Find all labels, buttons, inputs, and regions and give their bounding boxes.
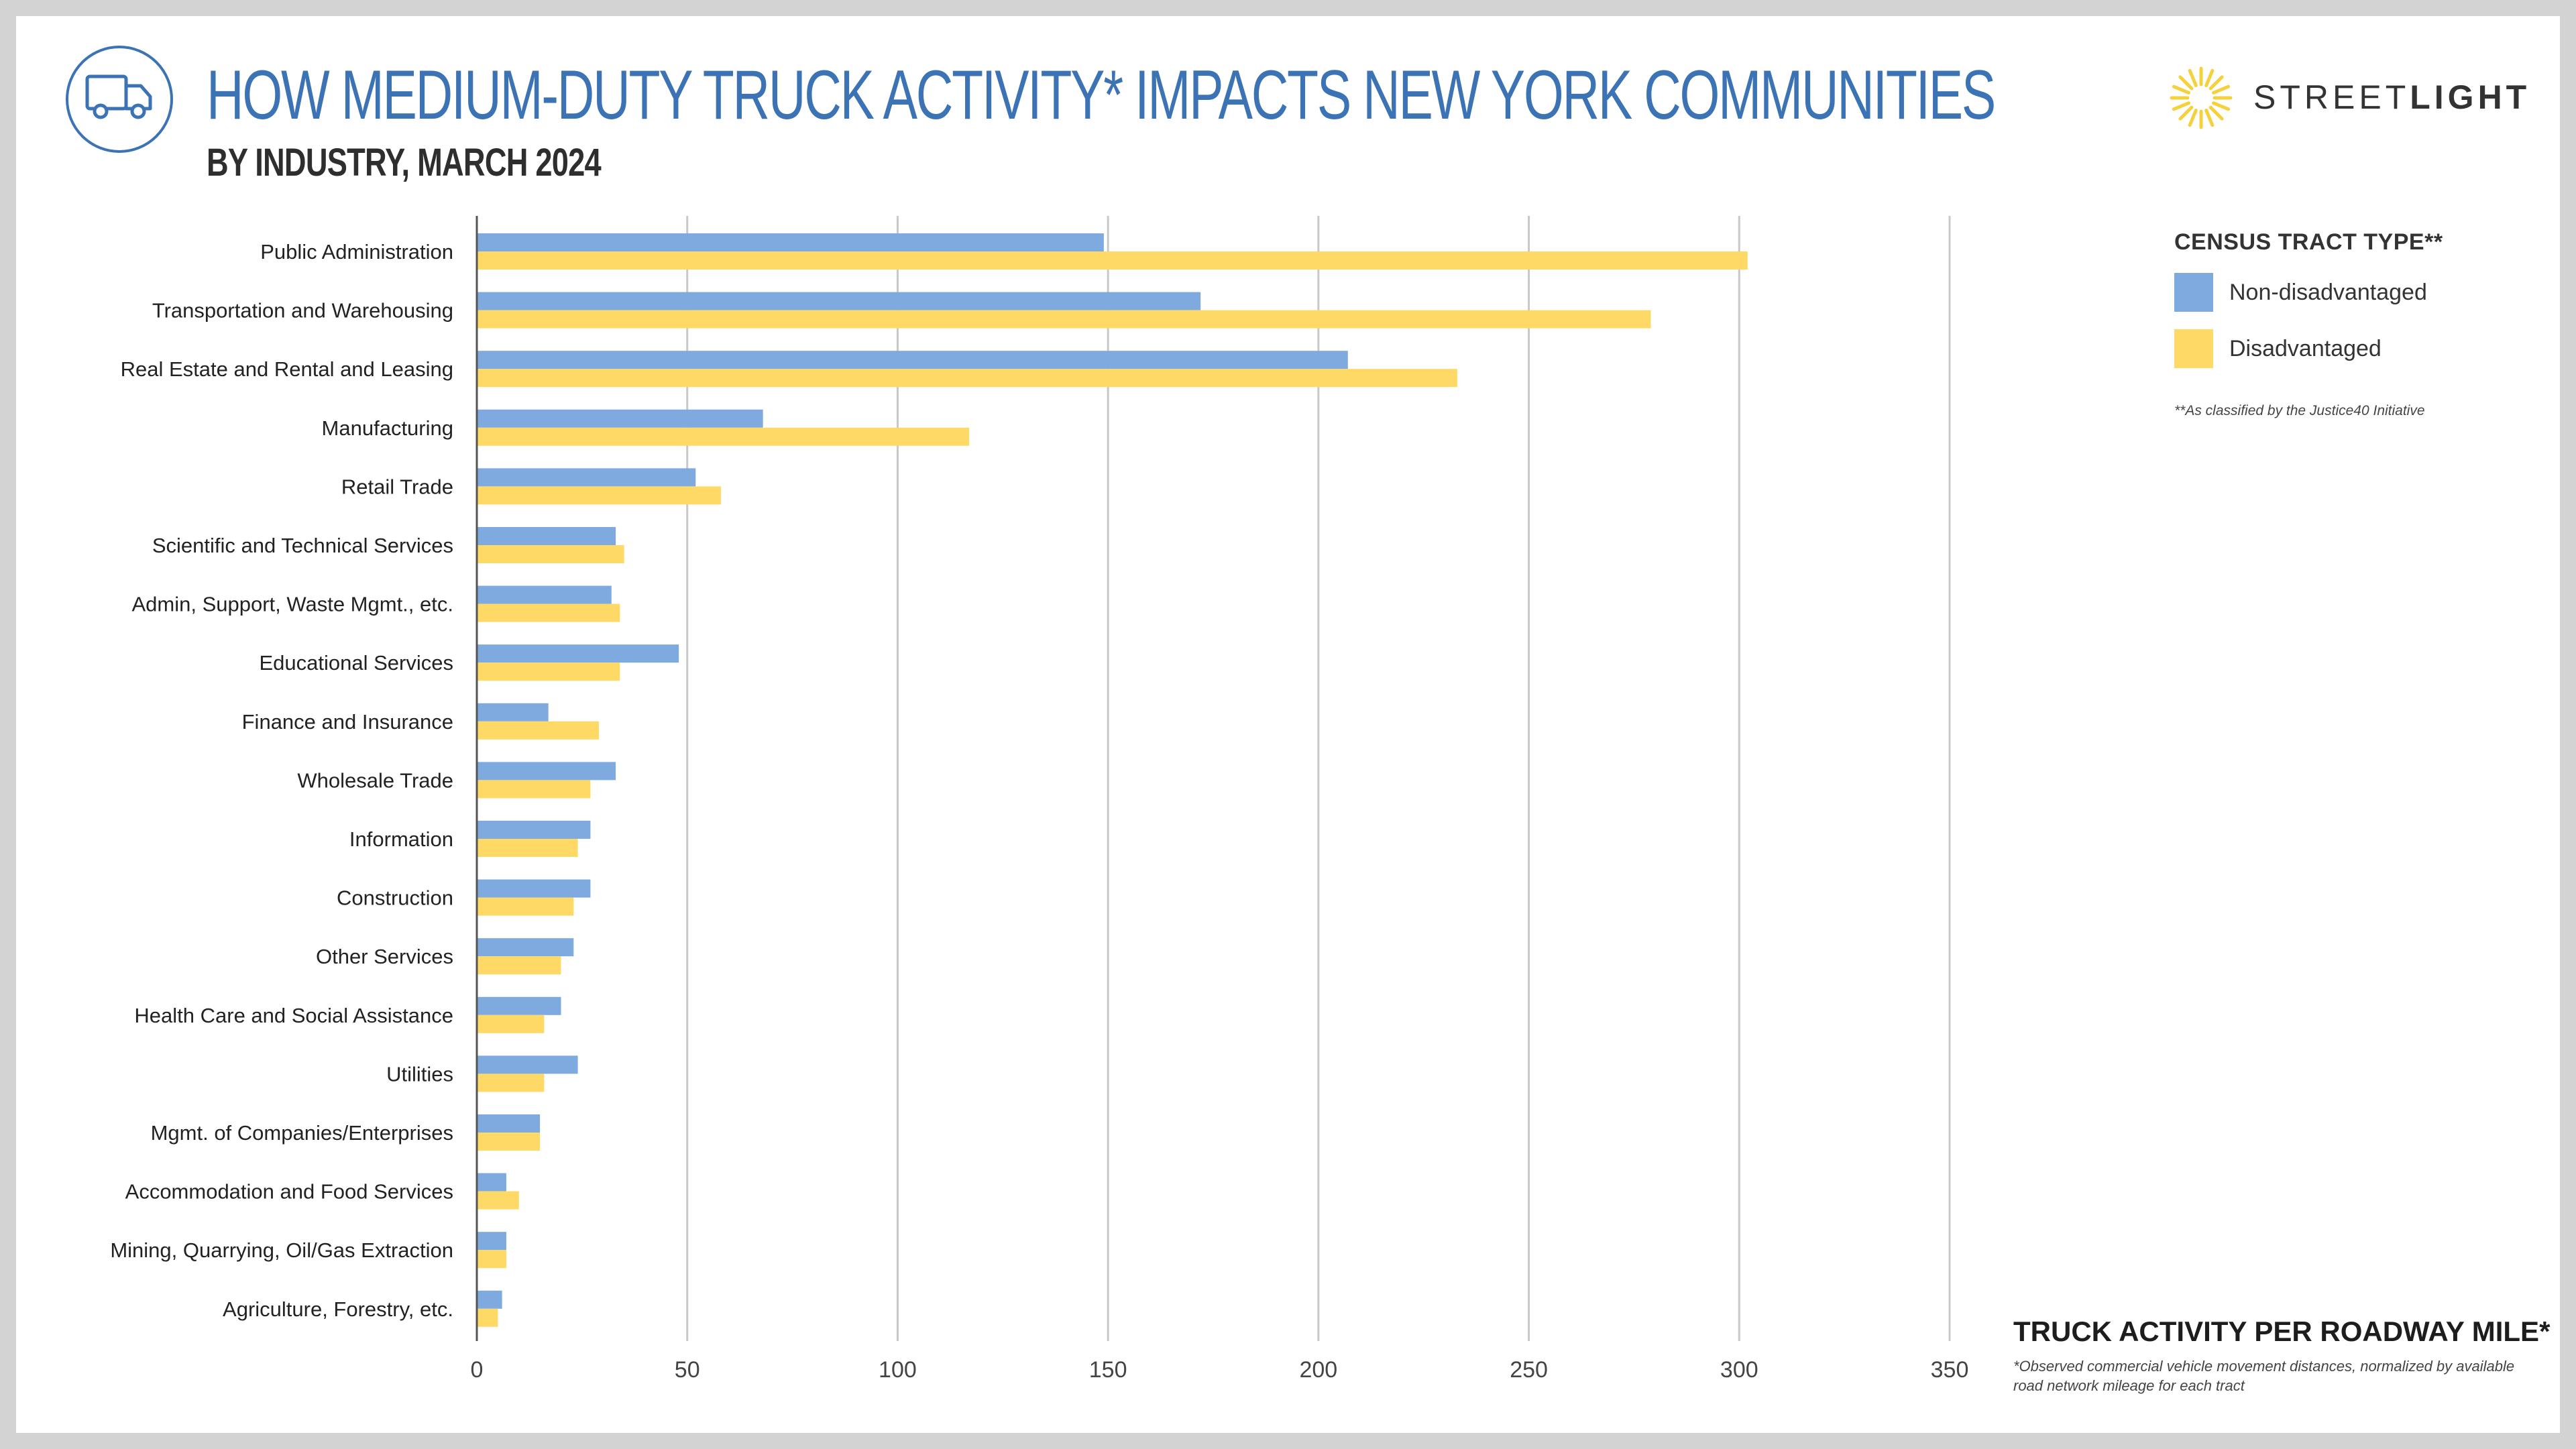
bar-non-disadvantaged: [477, 703, 549, 721]
x-tick-label: 150: [1089, 1357, 1127, 1383]
category-label: Utilities: [386, 1062, 453, 1086]
bar-disadvantaged: [477, 721, 599, 740]
bar-non-disadvantaged: [477, 1173, 506, 1192]
category-label: Finance and Insurance: [242, 710, 453, 734]
category-label: Retail Trade: [341, 475, 453, 498]
bar-disadvantaged: [477, 603, 620, 622]
category-label: Agriculture, Forestry, etc.: [223, 1297, 453, 1321]
legend-title: CENSUS TRACT TYPE**: [2174, 229, 2443, 255]
x-tick-label: 200: [1299, 1357, 1337, 1383]
category-label: Admin, Support, Waste Mgmt., etc.: [131, 593, 453, 616]
sunburst-ray: [2208, 105, 2224, 121]
sunburst-icon: [2170, 66, 2233, 129]
x-tick-label: 100: [879, 1357, 917, 1383]
page-title: HOW MEDIUM-DUTY TRUCK ACTIVITY* IMPACTS …: [207, 56, 1996, 134]
bar-non-disadvantaged: [477, 351, 1348, 369]
logo-wordmark: STREETLIGHT: [2253, 78, 2531, 116]
page-subtitle: BY INDUSTRY, MARCH 2024: [207, 141, 602, 184]
category-label: Public Administration: [260, 240, 453, 264]
bar-non-disadvantaged: [477, 527, 616, 545]
sunburst-ray: [2172, 101, 2191, 111]
bar-disadvantaged: [477, 956, 561, 975]
streetlight-logo: STREETLIGHT: [2168, 62, 2526, 135]
bar-non-disadvantaged: [477, 585, 612, 604]
bar-disadvantaged: [477, 780, 591, 799]
sunburst-ray: [2204, 108, 2215, 127]
category-label: Real Estate and Rental and Leasing: [121, 357, 453, 381]
bar-disadvantaged: [477, 310, 1651, 329]
bar-non-disadvantaged: [477, 292, 1201, 310]
bar-disadvantaged: [477, 1074, 545, 1092]
category-label: Transportation and Warehousing: [152, 299, 453, 323]
x-tick-label: 300: [1720, 1357, 1758, 1383]
bar-disadvantaged: [477, 486, 721, 505]
sunburst-ray: [2204, 68, 2215, 88]
legend-footnote: **As classified by the Justice40 Initiat…: [2174, 403, 2425, 418]
legend-label-non-disadvantaged: Non-disadvantaged: [2229, 280, 2427, 305]
sunburst-ray: [2211, 101, 2231, 111]
legend-swatch-disadvantaged: [2174, 329, 2213, 368]
bar-non-disadvantaged: [477, 409, 763, 428]
bar-disadvantaged: [477, 1191, 519, 1210]
bar-disadvantaged: [477, 662, 620, 681]
sunburst-ray: [2208, 75, 2224, 91]
bar-disadvantaged: [477, 427, 970, 446]
bar-disadvantaged: [477, 1308, 498, 1327]
legend-swatch-non-disadvantaged: [2174, 273, 2213, 312]
x-tick-label: 350: [1931, 1357, 1969, 1383]
bar-disadvantaged: [477, 897, 574, 916]
bar-non-disadvantaged: [477, 1232, 506, 1251]
category-label: Scientific and Technical Services: [152, 534, 453, 557]
category-label: Construction: [337, 886, 453, 910]
bar-non-disadvantaged: [477, 1055, 578, 1074]
bar-non-disadvantaged: [477, 879, 591, 898]
category-label: Mgmt. of Companies/Enterprises: [151, 1121, 453, 1145]
bar-non-disadvantaged: [477, 468, 696, 487]
bar-disadvantaged: [477, 1250, 506, 1269]
legend-item-non-disadvantaged: Non-disadvantaged: [2174, 273, 2523, 312]
sunburst-ray: [2188, 68, 2198, 88]
x-axis-footnote: *Observed commercial vehicle movement di…: [2013, 1358, 2515, 1394]
sunburst-ray: [2178, 105, 2194, 121]
x-tick-label: 0: [471, 1357, 484, 1383]
x-tick-label: 50: [675, 1357, 700, 1383]
category-label: Other Services: [316, 945, 453, 968]
bar-non-disadvantaged: [477, 821, 591, 839]
sunburst-ray: [2172, 84, 2191, 95]
bar-non-disadvantaged: [477, 938, 574, 957]
chart-legend: CENSUS TRACT TYPE** Non-disadvantaged Di…: [2174, 229, 2523, 419]
bar-disadvantaged: [477, 839, 578, 857]
bar-non-disadvantaged: [477, 762, 616, 780]
category-label: Information: [349, 827, 453, 851]
legend-item-disadvantaged: Disadvantaged: [2174, 329, 2523, 368]
bar-disadvantaged: [477, 1015, 545, 1033]
bar-disadvantaged: [477, 545, 624, 563]
x-axis-title: TRUCK ACTIVITY PER ROADWAY MILE*: [2013, 1316, 2551, 1347]
category-label: Educational Services: [260, 651, 454, 675]
bar-non-disadvantaged: [477, 644, 679, 663]
category-label: Accommodation and Food Services: [125, 1180, 453, 1204]
category-label: Manufacturing: [322, 416, 453, 440]
bar-disadvantaged: [477, 369, 1457, 388]
bar-non-disadvantaged: [477, 996, 561, 1015]
category-label: Health Care and Social Assistance: [134, 1004, 453, 1027]
bar-non-disadvantaged: [477, 233, 1104, 251]
sunburst-ray: [2178, 75, 2194, 91]
truck-icon: [66, 46, 173, 153]
bar-disadvantaged: [477, 1133, 541, 1151]
sunburst-ray: [2188, 108, 2198, 127]
bar-disadvantaged: [477, 251, 1748, 270]
bar-non-disadvantaged: [477, 1114, 541, 1133]
x-tick-label: 250: [1510, 1357, 1548, 1383]
category-label: Mining, Quarrying, Oil/Gas Extraction: [110, 1238, 453, 1262]
bar-non-disadvantaged: [477, 1290, 502, 1309]
sunburst-ray: [2211, 84, 2231, 95]
category-label: Wholesale Trade: [297, 768, 453, 792]
legend-label-disadvantaged: Disadvantaged: [2229, 336, 2382, 361]
